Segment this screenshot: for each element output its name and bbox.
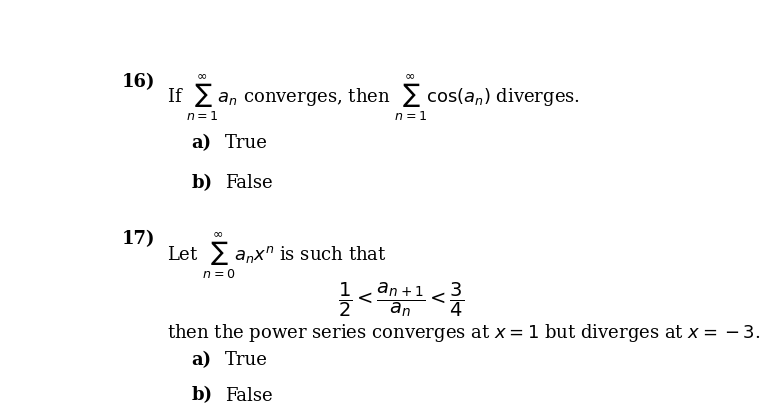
Text: b): b) bbox=[192, 174, 213, 192]
Text: False: False bbox=[225, 174, 273, 192]
Text: a): a) bbox=[192, 351, 212, 369]
Text: True: True bbox=[225, 351, 268, 369]
Text: False: False bbox=[225, 387, 273, 405]
Text: Let $\sum_{n=0}^{\infty} a_n x^n$ is such that: Let $\sum_{n=0}^{\infty} a_n x^n$ is suc… bbox=[167, 230, 387, 280]
Text: $\dfrac{1}{2} < \dfrac{a_{n+1}}{a_n} < \dfrac{3}{4}$: $\dfrac{1}{2} < \dfrac{a_{n+1}}{a_n} < \… bbox=[338, 280, 464, 319]
Text: then the power series converges at $x = 1$ but diverges at $x = -3$.: then the power series converges at $x = … bbox=[167, 322, 761, 344]
Text: True: True bbox=[225, 134, 268, 152]
Text: a): a) bbox=[192, 134, 212, 152]
Text: 17): 17) bbox=[122, 230, 156, 248]
Text: 16): 16) bbox=[122, 73, 156, 91]
Text: If $\sum_{n=1}^{\infty} a_n$ converges, then $\sum_{n=1}^{\infty} \cos(a_n)$ div: If $\sum_{n=1}^{\infty} a_n$ converges, … bbox=[167, 73, 580, 123]
Text: b): b) bbox=[192, 387, 213, 405]
